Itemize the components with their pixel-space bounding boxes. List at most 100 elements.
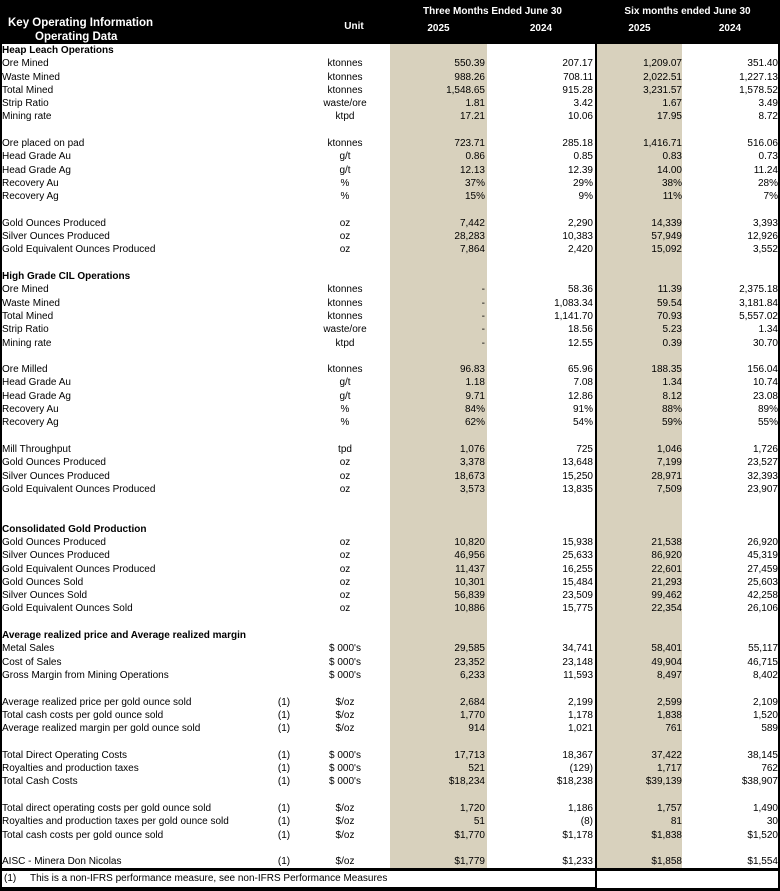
note-marker: (1) (277, 749, 291, 761)
note-marker (268, 589, 300, 602)
value-6m-2024: 1,578.52 (739, 84, 778, 96)
value-3m-2025: 7,864 (459, 244, 485, 256)
unit-cell: % (340, 191, 350, 203)
value-3m-2024: 58.36 (567, 284, 593, 296)
row-label: Cost of Sales (2, 656, 62, 668)
note-marker (268, 483, 300, 496)
value-6m-2025 (593, 629, 682, 642)
unit-cell (300, 789, 390, 802)
spacer-row (2, 735, 778, 748)
value-3m-2025 (390, 735, 485, 748)
table-row: Total cash costs per gold ounce sold (1) $… (2, 709, 778, 722)
value-3m-2024 (485, 496, 593, 509)
value-6m-2025: $1,858 (651, 856, 682, 868)
value-6m-2025: 58,401 (651, 643, 682, 655)
unit-cell: oz (339, 563, 351, 575)
value-6m-2024: 23,527 (747, 457, 778, 469)
unit-cell: oz (339, 536, 351, 548)
value-6m-2024: 46,715 (747, 656, 778, 668)
value-3m-2024: 1,178 (567, 709, 593, 721)
value-6m-2024: 156.04 (747, 364, 778, 376)
unit-cell: oz (339, 244, 351, 256)
value-6m-2025: 1,838 (656, 709, 682, 721)
table-row: Cost of Sales $ 000's 23,352 23,148 49,904 46… (2, 656, 778, 669)
value-3m-2024: 207.17 (562, 58, 593, 70)
row-label: Total cash costs per gold ounce sold (2, 709, 164, 721)
value-6m-2025 (593, 735, 682, 748)
value-3m-2024: 3.42 (573, 98, 593, 110)
spacer-row (2, 616, 778, 629)
table-row: Gold Ounces Produced oz 7,442 2,290 14,339 3,… (2, 217, 778, 230)
page-border-right (778, 0, 780, 891)
unit-cell: waste/ore (323, 324, 367, 336)
value-3m-2025: 46,956 (454, 550, 485, 562)
unit-cell: oz (339, 457, 351, 469)
note-marker (268, 137, 300, 150)
table-row: Total direct operating costs per gold ou… (2, 802, 778, 815)
table-row: Total Mined ktonnes 1,548.65 915.28 3,231.57… (2, 84, 778, 97)
value-3m-2025: - (481, 297, 485, 309)
unit-cell (300, 735, 390, 748)
value-6m-2024: 55% (757, 417, 778, 429)
value-6m-2024: 3,181.84 (739, 297, 778, 309)
value-6m-2025: 2,022.51 (643, 71, 682, 83)
value-6m-2024 (682, 735, 778, 748)
row-label (2, 842, 268, 855)
unit-cell (300, 350, 390, 363)
value-6m-2024: 38,145 (747, 749, 778, 761)
value-3m-2025: 18,673 (454, 470, 485, 482)
value-6m-2024 (682, 124, 778, 137)
row-label: Recovery Au (2, 177, 59, 189)
value-3m-2025: 0.86 (465, 151, 485, 163)
value-6m-2025: 99,462 (651, 590, 682, 602)
note-marker (268, 842, 300, 855)
note-marker (268, 669, 300, 682)
note-marker (268, 310, 300, 323)
note-marker (268, 549, 300, 562)
value-6m-2024: $1,520 (747, 829, 778, 841)
value-3m-2024: 15,250 (562, 470, 593, 482)
value-6m-2024 (682, 842, 778, 855)
value-6m-2025: 57,949 (651, 231, 682, 243)
row-label: Strip Ratio (2, 98, 49, 110)
note-marker (268, 656, 300, 669)
unit-cell (300, 616, 390, 629)
value-6m-2024: 8,402 (752, 669, 778, 681)
value-3m-2025: 3,378 (459, 457, 485, 469)
value-6m-2024: 42,258 (747, 590, 778, 602)
value-6m-2024: 26,106 (747, 603, 778, 615)
value-3m-2025: 550.39 (454, 58, 485, 70)
unit-cell (300, 124, 390, 137)
value-6m-2025: 7,199 (656, 457, 682, 469)
value-6m-2024: 0.73 (758, 151, 778, 163)
note-marker: (1) (277, 816, 291, 828)
value-3m-2025: 1.18 (465, 377, 485, 389)
note-marker (268, 496, 300, 509)
value-3m-2024 (485, 629, 593, 642)
table-row: Waste Mined ktonnes - 1,083.34 59.54 3,181.84 (2, 297, 778, 310)
value-3m-2024: 91% (572, 404, 593, 416)
value-6m-2025 (593, 124, 682, 137)
table-row: Royalties and production taxes per gold … (2, 815, 778, 828)
value-3m-2025: - (481, 284, 485, 296)
value-3m-2024: 18.56 (567, 324, 593, 336)
note-marker (268, 297, 300, 310)
value-6m-2024 (682, 523, 778, 536)
footnote-row: (1) This is a non-IFRS performance measu… (0, 871, 780, 888)
note-marker: (1) (277, 829, 291, 841)
value-6m-2025 (593, 257, 682, 270)
unit-cell: ktonnes (327, 284, 363, 296)
row-label: Metal Sales (2, 643, 55, 655)
row-label: Head Grade Ag (2, 164, 71, 176)
value-6m-2025: 2,599 (656, 696, 682, 708)
value-6m-2024 (682, 682, 778, 695)
row-label: Head Grade Au (2, 151, 71, 163)
unit-cell: ktpd (335, 337, 355, 349)
row-label: Gold Equivalent Ounces Produced (2, 244, 156, 256)
row-label: Ore placed on pad (2, 138, 85, 150)
value-6m-2025: 86,920 (651, 550, 682, 562)
value-3m-2025: 84% (464, 404, 485, 416)
value-3m-2024 (485, 509, 593, 522)
unit-cell: $ 000's (329, 656, 361, 668)
unit-cell: ktpd (335, 111, 355, 123)
